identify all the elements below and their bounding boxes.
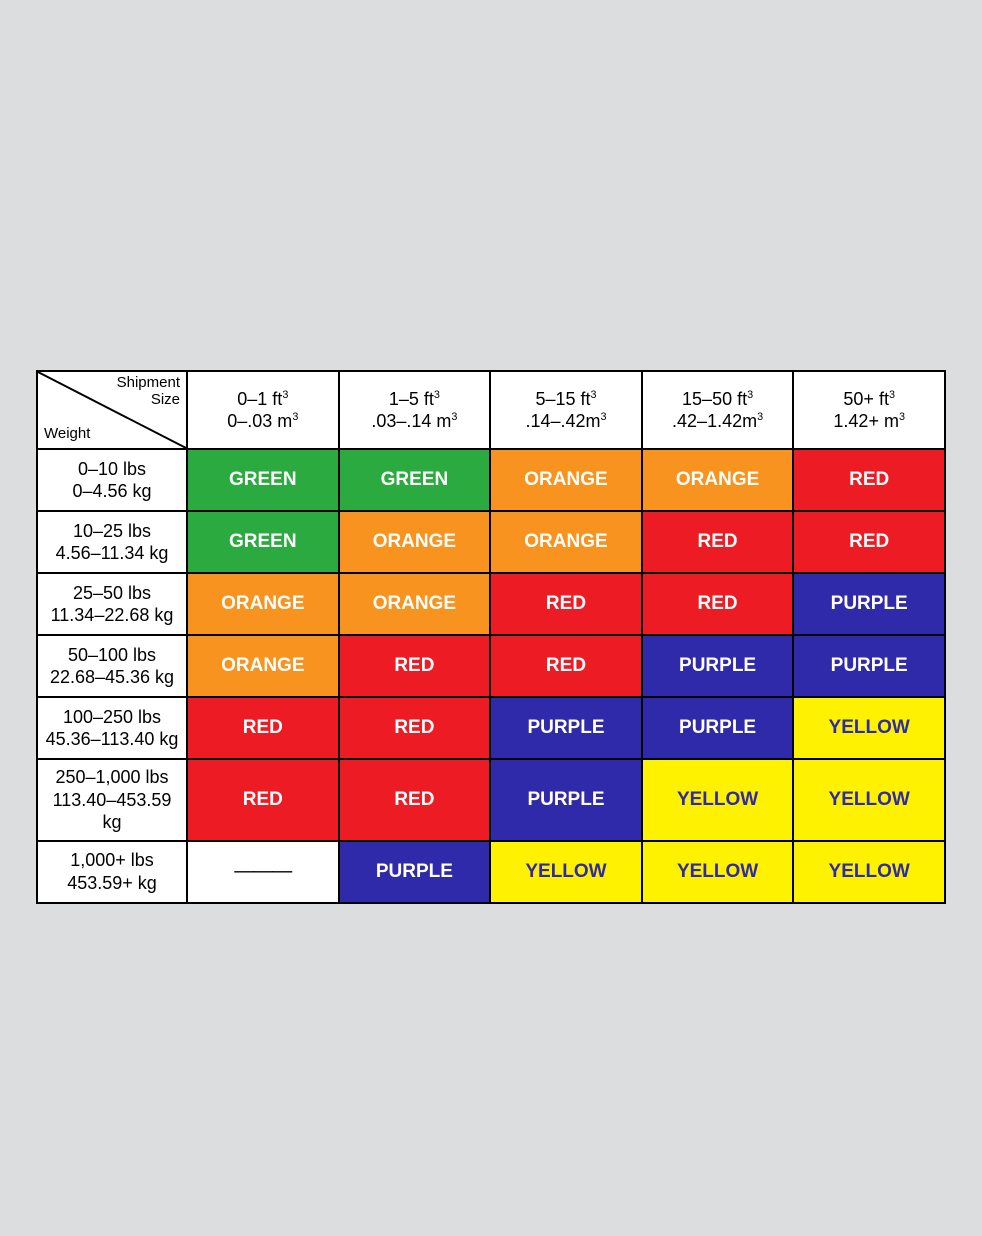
cell-5-2: PURPLE [490, 759, 642, 841]
cell-1-1: ORANGE [339, 511, 491, 573]
row-header-line1: 100–250 lbs [42, 706, 182, 729]
cell-2-2: RED [490, 573, 642, 635]
cell-1-0: GREEN [187, 511, 339, 573]
col-header-line1: 1–5 ft3 [344, 388, 486, 411]
row-header-5: 250–1,000 lbs113.40–453.59 kg [37, 759, 187, 841]
row-header-line2: 11.34–22.68 kg [42, 604, 182, 627]
row-header-line1: 25–50 lbs [42, 582, 182, 605]
row-header-0: 0–10 lbs0–4.56 kg [37, 449, 187, 511]
col-header-line2: .42–1.42m3 [647, 410, 789, 433]
cell-6-3: YELLOW [642, 841, 794, 903]
cell-2-0: ORANGE [187, 573, 339, 635]
cell-2-3: RED [642, 573, 794, 635]
col-header-4: 50+ ft31.42+ m3 [793, 371, 945, 449]
cell-4-3: PURPLE [642, 697, 794, 759]
col-header-line1: 50+ ft3 [798, 388, 940, 411]
shipment-matrix: Shipment Size Weight 0–1 ft30–.03 m31–5 … [36, 370, 946, 904]
cell-0-3: ORANGE [642, 449, 794, 511]
col-header-line2: 0–.03 m3 [192, 410, 334, 433]
col-header-2: 5–15 ft3.14–.42m3 [490, 371, 642, 449]
corner-header: Shipment Size Weight [37, 371, 187, 449]
cell-5-4: YELLOW [793, 759, 945, 841]
table-row: 10–25 lbs4.56–11.34 kgGREENORANGEORANGER… [37, 511, 945, 573]
cell-6-4: YELLOW [793, 841, 945, 903]
row-header-6: 1,000+ lbs453.59+ kg [37, 841, 187, 903]
cell-4-2: PURPLE [490, 697, 642, 759]
cell-3-2: RED [490, 635, 642, 697]
col-header-line2: 1.42+ m3 [798, 410, 940, 433]
row-header-line1: 1,000+ lbs [42, 849, 182, 872]
row-header-line2: 453.59+ kg [42, 872, 182, 895]
table-row: 50–100 lbs22.68–45.36 kgORANGEREDREDPURP… [37, 635, 945, 697]
cell-6-2: YELLOW [490, 841, 642, 903]
row-header-line2: 113.40–453.59 kg [42, 789, 182, 834]
row-header-line1: 250–1,000 lbs [42, 766, 182, 789]
cell-5-1: RED [339, 759, 491, 841]
cell-1-2: ORANGE [490, 511, 642, 573]
cell-4-4: YELLOW [793, 697, 945, 759]
matrix-table: Shipment Size Weight 0–1 ft30–.03 m31–5 … [36, 370, 946, 904]
col-header-line2: .14–.42m3 [495, 410, 637, 433]
col-header-line1: 5–15 ft3 [495, 388, 637, 411]
row-header-line1: 0–10 lbs [42, 458, 182, 481]
cell-2-1: ORANGE [339, 573, 491, 635]
table-row: 100–250 lbs45.36–113.40 kgREDREDPURPLEPU… [37, 697, 945, 759]
row-header-3: 50–100 lbs22.68–45.36 kg [37, 635, 187, 697]
row-header-line1: 10–25 lbs [42, 520, 182, 543]
cell-3-3: PURPLE [642, 635, 794, 697]
table-row: 250–1,000 lbs113.40–453.59 kgREDREDPURPL… [37, 759, 945, 841]
table-row: 1,000+ lbs453.59+ kg———PURPLEYELLOWYELLO… [37, 841, 945, 903]
cell-6-1: PURPLE [339, 841, 491, 903]
row-header-1: 10–25 lbs4.56–11.34 kg [37, 511, 187, 573]
cell-3-1: RED [339, 635, 491, 697]
cell-1-3: RED [642, 511, 794, 573]
col-header-3: 15–50 ft3.42–1.42m3 [642, 371, 794, 449]
row-header-line2: 22.68–45.36 kg [42, 666, 182, 689]
row-header-4: 100–250 lbs45.36–113.40 kg [37, 697, 187, 759]
row-header-2: 25–50 lbs11.34–22.68 kg [37, 573, 187, 635]
col-header-line2: .03–.14 m3 [344, 410, 486, 433]
col-header-1: 1–5 ft3.03–.14 m3 [339, 371, 491, 449]
col-header-line1: 15–50 ft3 [647, 388, 789, 411]
cell-2-4: PURPLE [793, 573, 945, 635]
row-header-line2: 0–4.56 kg [42, 480, 182, 503]
cell-3-4: PURPLE [793, 635, 945, 697]
cell-4-1: RED [339, 697, 491, 759]
cell-5-0: RED [187, 759, 339, 841]
table-row: 0–10 lbs0–4.56 kgGREENGREENORANGEORANGER… [37, 449, 945, 511]
cell-3-0: ORANGE [187, 635, 339, 697]
row-header-line2: 45.36–113.40 kg [42, 728, 182, 751]
cell-6-0: ——— [187, 841, 339, 903]
cell-4-0: RED [187, 697, 339, 759]
row-header-line1: 50–100 lbs [42, 644, 182, 667]
cell-5-3: YELLOW [642, 759, 794, 841]
table-row: 25–50 lbs11.34–22.68 kgORANGEORANGEREDRE… [37, 573, 945, 635]
cell-0-1: GREEN [339, 449, 491, 511]
corner-bottom-label: Weight [44, 425, 90, 444]
col-header-0: 0–1 ft30–.03 m3 [187, 371, 339, 449]
cell-0-4: RED [793, 449, 945, 511]
matrix-body: 0–10 lbs0–4.56 kgGREENGREENORANGEORANGER… [37, 449, 945, 903]
cell-0-0: GREEN [187, 449, 339, 511]
row-header-line2: 4.56–11.34 kg [42, 542, 182, 565]
col-header-line1: 0–1 ft3 [192, 388, 334, 411]
cell-1-4: RED [793, 511, 945, 573]
corner-top-label: Shipment Size [117, 375, 180, 408]
cell-0-2: ORANGE [490, 449, 642, 511]
